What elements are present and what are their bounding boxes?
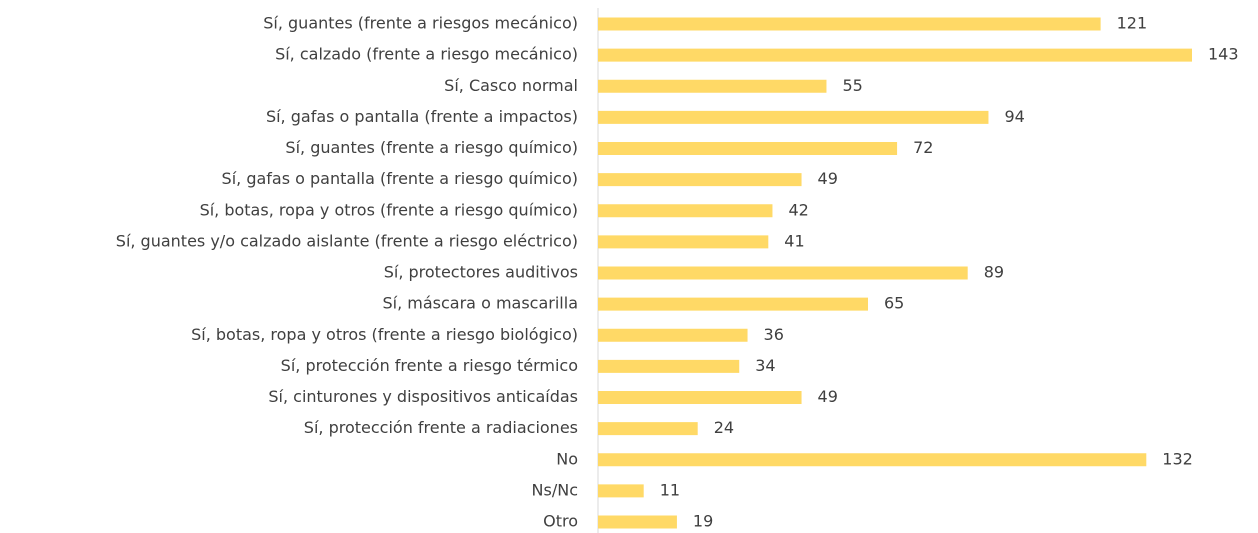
- value-label: 41: [784, 231, 804, 250]
- bar: [598, 266, 968, 280]
- bar: [598, 173, 802, 187]
- category-label: Sí, Casco normal: [444, 76, 578, 95]
- bar: [598, 297, 868, 311]
- category-label: Sí, calzado (frente a riesgo mecánico): [275, 45, 578, 64]
- category-label: Sí, botas, ropa y otros (frente a riesgo…: [191, 325, 578, 344]
- value-label: 42: [788, 200, 808, 219]
- bar: [598, 48, 1192, 62]
- bar: [598, 515, 677, 529]
- bar: [598, 142, 898, 155]
- category-label: Sí, botas, ropa y otros (frente a riesgo…: [200, 200, 578, 219]
- category-label: Sí, protección frente a riesgo térmico: [281, 356, 578, 375]
- category-label: Otro: [543, 512, 578, 531]
- category-label: No: [556, 449, 578, 468]
- bar: [598, 17, 1101, 31]
- category-label: Sí, cinturones y dispositivos anticaídas: [268, 387, 578, 406]
- bar: [598, 391, 802, 404]
- bar: [598, 110, 989, 124]
- category-label: Ns/Nc: [532, 480, 578, 499]
- category-label: Sí, guantes (frente a riesgo químico): [285, 138, 578, 157]
- value-label: 65: [884, 294, 904, 313]
- value-label: 121: [1117, 14, 1148, 33]
- value-label: 49: [818, 387, 838, 406]
- bar: [598, 359, 740, 373]
- value-label: 49: [818, 169, 838, 188]
- category-label: Sí, guantes y/o calzado aislante (frente…: [116, 231, 578, 250]
- bar: [598, 422, 698, 436]
- value-label: 36: [764, 325, 784, 344]
- value-label: 89: [984, 263, 1004, 282]
- bar: [598, 453, 1147, 467]
- bar: [598, 484, 644, 498]
- category-label: Sí, protectores auditivos: [384, 263, 578, 282]
- value-label: 132: [1162, 449, 1193, 468]
- value-label: 11: [660, 480, 680, 499]
- value-label: 72: [913, 138, 933, 157]
- value-label: 94: [1004, 107, 1024, 126]
- category-label: Sí, guantes (frente a riesgos mecánico): [263, 14, 578, 33]
- category-label: Sí, gafas o pantalla (frente a impactos): [266, 107, 578, 126]
- category-label: Sí, gafas o pantalla (frente a riesgo qu…: [222, 169, 578, 188]
- value-label: 19: [693, 512, 713, 531]
- bar: [598, 204, 773, 218]
- value-label: 143: [1208, 45, 1239, 64]
- category-label: Sí, protección frente a radiaciones: [304, 418, 578, 437]
- bar: [598, 328, 748, 342]
- category-label: Sí, máscara o mascarilla: [383, 294, 579, 313]
- value-label: 34: [755, 356, 775, 375]
- value-label: 55: [842, 76, 862, 95]
- value-label: 24: [714, 418, 734, 437]
- bar: [598, 79, 827, 93]
- bar: [598, 235, 769, 249]
